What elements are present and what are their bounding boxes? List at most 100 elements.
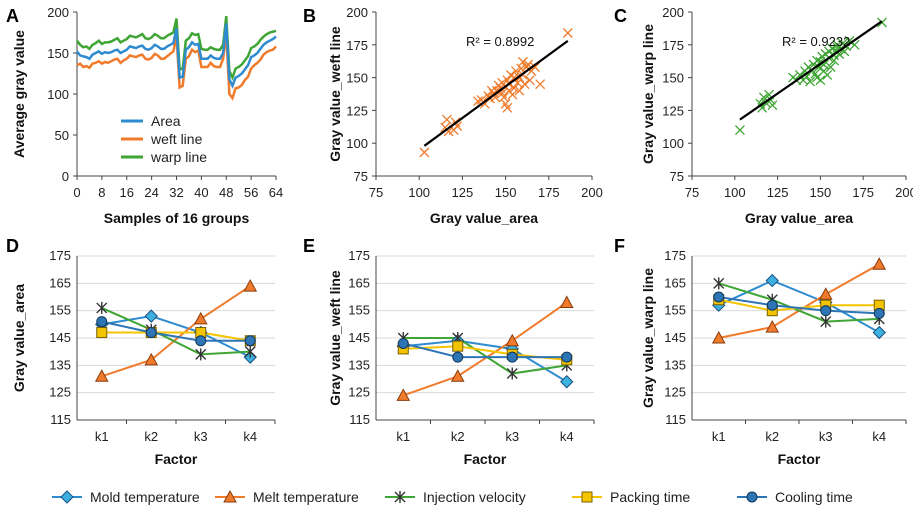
panel-a-xtick: 0 — [73, 185, 80, 200]
panel-f-xtick: k3 — [819, 429, 833, 444]
panel-b-data-point — [562, 28, 573, 38]
panel-c-xtick: 125 — [767, 185, 789, 200]
panel-d-ytick: 115 — [50, 412, 71, 427]
panel-f-data-point — [872, 325, 886, 340]
panel-b-ytick: 175 — [346, 38, 368, 53]
panel-e-data-point — [452, 351, 464, 363]
panel-f-xtick: k1 — [712, 429, 726, 444]
panel-d-data-point — [244, 335, 256, 347]
panel-e-data-point — [505, 333, 520, 347]
panel-f-ytick: 175 — [664, 248, 686, 263]
panel-d-data-point — [193, 311, 208, 325]
panel-e-series-line — [403, 339, 568, 383]
panel-a-series-line — [76, 23, 277, 89]
panel-d-ytick: 165 — [49, 275, 71, 290]
panel-d-data-point — [96, 301, 108, 314]
panel-e-xtick: k4 — [560, 429, 574, 444]
panel-c-trendline — [739, 20, 883, 121]
panel-f-data-point — [765, 273, 779, 288]
panel-e-xlabel: Factor — [464, 451, 507, 467]
panel-e-data-point — [559, 295, 574, 308]
panel-a-series-line — [76, 15, 277, 81]
panel-a-xtick: 40 — [194, 185, 208, 200]
panel-f-data-point — [713, 277, 725, 290]
panel-e-xtick: k3 — [505, 429, 519, 444]
panel-d-data-point — [96, 327, 108, 339]
panel-c-ytick: 125 — [662, 103, 684, 118]
panel-d-ytick: 135 — [49, 357, 71, 372]
legend-swatch-marker — [746, 491, 758, 503]
panel-e-ytick: 145 — [348, 330, 370, 345]
panel-d-data-point — [94, 369, 109, 382]
panel-d-data-point — [145, 327, 157, 339]
legend-swatch-marker — [394, 491, 406, 503]
panel-c-data-point — [818, 59, 829, 70]
panel-b-label: B — [303, 6, 316, 26]
panel-a-xtick: 8 — [98, 185, 105, 200]
panel-a-label: A — [6, 6, 19, 26]
panel-d-series-line — [101, 331, 251, 342]
panel-c-data-point — [815, 75, 826, 86]
panel-f-data-point — [873, 307, 885, 319]
panel-f-ytick: 165 — [664, 275, 686, 290]
panel-d-data-point — [144, 352, 159, 366]
panel-c-data-point — [834, 49, 845, 59]
panel-b-data-point — [535, 79, 546, 90]
panel-a-legend-label: Area — [151, 113, 181, 129]
panel-a-legend-label: warp line — [150, 149, 207, 165]
panel-a-legend-label: weft line — [150, 131, 203, 147]
panel-a-xtick: 16 — [120, 185, 134, 200]
panel-e-data-point — [560, 375, 574, 389]
panel-f-ytick: 155 — [664, 303, 686, 318]
panel-e-data-point — [506, 367, 518, 380]
panel-f-data-point — [765, 320, 780, 333]
legend-swatch-marker — [581, 491, 593, 503]
panel-d-ytick: 155 — [49, 303, 71, 318]
panel-b-data-point — [502, 102, 513, 113]
panel-b-ylabel: Gray value_weft line — [327, 26, 343, 162]
panel-b-xtick: 125 — [452, 185, 474, 200]
panel-b-data-point — [530, 62, 540, 73]
panel-e-series-line — [403, 337, 567, 375]
panel-d-xtick: k2 — [144, 429, 158, 444]
panel-b-data-point — [524, 75, 535, 86]
panel-f-series-line — [718, 279, 880, 334]
panel-e-ytick: 135 — [348, 357, 370, 372]
panel-b-data-point — [507, 89, 518, 100]
panel-e-data-point — [452, 340, 464, 352]
panel-c-ytick: 100 — [662, 136, 684, 151]
panel-f-ytick: 115 — [665, 412, 686, 427]
panel-d-data-point — [144, 309, 158, 323]
panel-d-series-line — [101, 320, 251, 342]
panel-a-xtick: 48 — [219, 185, 233, 200]
panel-c-xtick: 175 — [852, 185, 874, 200]
panel-e-ytick: 175 — [348, 248, 370, 263]
panel-e-data-point — [450, 369, 465, 382]
panel-c-data-point — [825, 62, 836, 73]
panel-a-xtick: 64 — [269, 185, 283, 200]
panel-f-ytick: 145 — [664, 330, 686, 345]
panel-b-r2-annotation: R² = 0.8992 — [466, 34, 534, 49]
panel-c-xtick: 200 — [895, 185, 913, 200]
panel-b-ytick: 100 — [346, 136, 368, 151]
panel-f-ytick: 125 — [664, 385, 686, 400]
panel-b-xtick: 100 — [408, 185, 430, 200]
panel-b-trendline — [423, 39, 569, 147]
panel-d-ytick: 145 — [49, 330, 71, 345]
panel-f-data-point — [820, 315, 832, 328]
panel-c-data-point — [734, 125, 745, 136]
panel-b-data-point — [419, 147, 430, 158]
panel-b-xtick: 200 — [581, 185, 603, 200]
panel-b-data-point — [517, 56, 528, 67]
panel-d-series-line — [101, 307, 251, 356]
panel-c-r2-annotation: R² = 0.9232 — [782, 34, 850, 49]
legend-label: Injection velocity — [423, 489, 526, 505]
panel-e-label: E — [303, 236, 315, 256]
panel-e-xtick: k2 — [451, 429, 465, 444]
panel-e-xtick: k1 — [396, 429, 410, 444]
panel-d-xtick: k3 — [194, 429, 208, 444]
panel-c-data-point — [822, 70, 833, 80]
panel-f-series-line — [718, 296, 880, 315]
panel-c-ytick: 150 — [662, 71, 684, 86]
panel-f-data-point — [713, 291, 725, 303]
